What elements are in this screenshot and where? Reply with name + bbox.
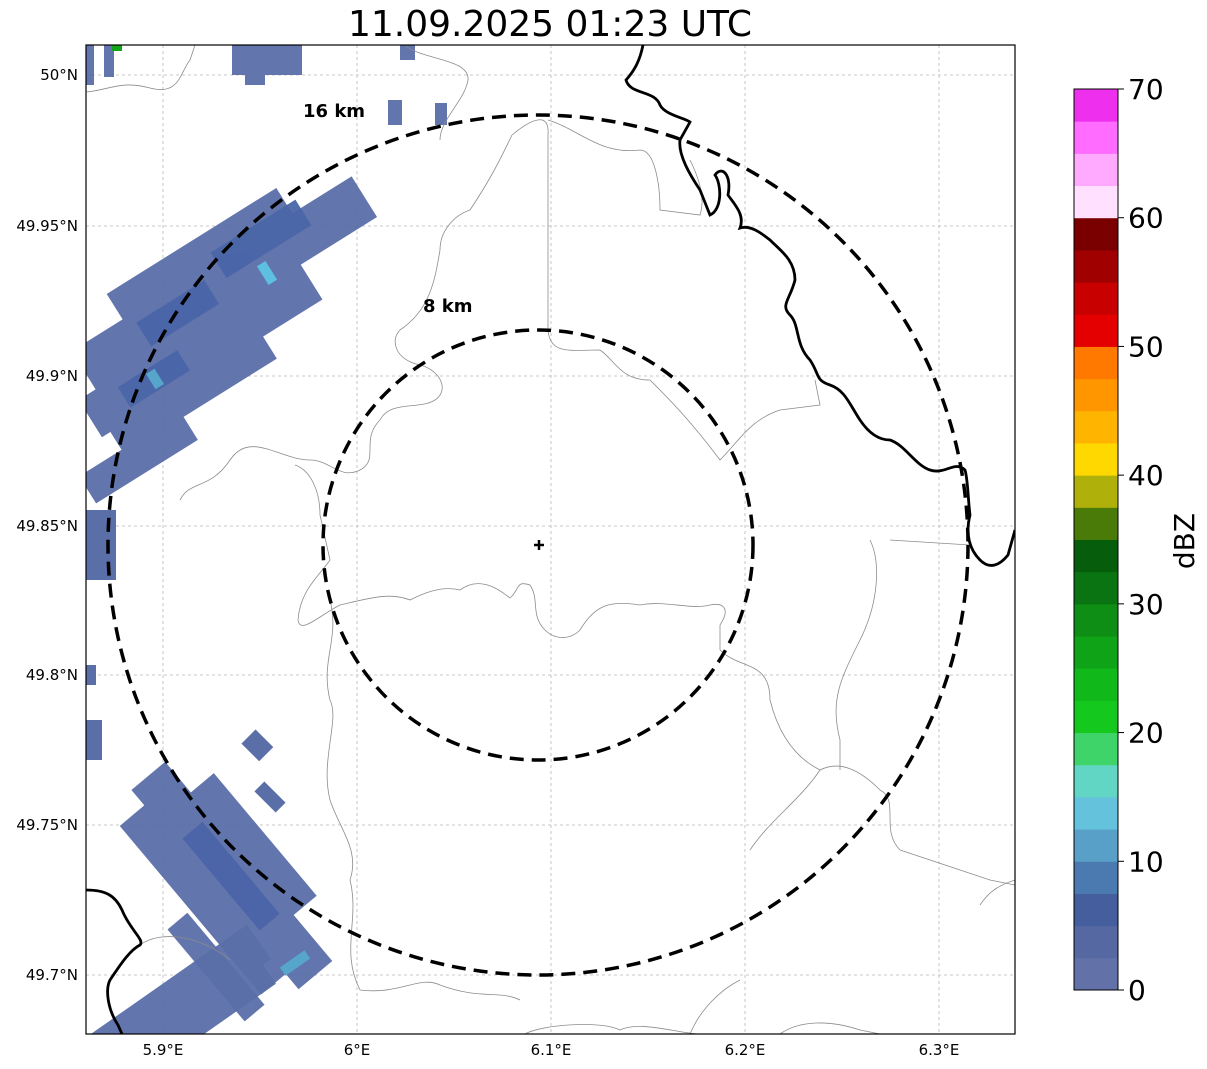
lon-tick-label: 6.3°E: [919, 1041, 960, 1059]
lat-tick-label: 49.8°N: [26, 666, 78, 684]
colorbar-bin: [1074, 925, 1118, 959]
lon-tick-label: 6.1°E: [531, 1041, 572, 1059]
colorbar-bin: [1074, 475, 1118, 508]
colorbar-tick-label: 50: [1128, 330, 1164, 363]
national-borders: [86, 45, 1015, 1034]
colorbar-bin: [1074, 603, 1118, 637]
colorbar-bin: [1074, 249, 1118, 283]
map-title: 11.09.2025 01:23 UTC: [347, 4, 753, 45]
lon-tick-label: 6°E: [344, 1041, 371, 1059]
colorbar-bin: [1074, 410, 1118, 444]
ring-label-8km: 8 km: [423, 296, 473, 317]
admin-boundaries: [86, 45, 1015, 1034]
colorbar-bin: [1074, 539, 1118, 573]
colorbar-bin: [1074, 507, 1118, 540]
colorbar-tick-label: 10: [1128, 845, 1164, 878]
colorbar-bin: [1074, 700, 1118, 734]
colorbar-bin: [1074, 668, 1118, 701]
range-ring-8km: [321, 328, 755, 762]
lat-tick-label: 49.95°N: [16, 217, 78, 235]
colorbar-bin: [1074, 185, 1118, 219]
colorbar-bin: [1074, 861, 1118, 894]
lat-tick-label: 49.75°N: [16, 816, 78, 834]
colorbar-bin: [1074, 314, 1118, 347]
ring-label-16km: 16 km: [303, 101, 365, 122]
colorbar-tick-label: 0: [1128, 974, 1146, 1007]
radar-echoes-southwest: [86, 665, 333, 1034]
range-rings: [106, 113, 970, 977]
gridlines: [86, 45, 1015, 1034]
colorbar-tick-label: 60: [1128, 202, 1164, 235]
colorbar: 0 10 20 30 40 50 60 70 dBZ: [1073, 73, 1201, 1007]
lat-axis: 50°N 49.95°N 49.9°N 49.85°N 49.8°N 49.75…: [16, 66, 78, 984]
colorbar-bin: [1074, 282, 1118, 315]
lat-tick-label: 49.85°N: [16, 517, 78, 535]
colorbar-tick-label: 20: [1128, 717, 1164, 750]
colorbar-bin: [1074, 957, 1118, 991]
plus-icon: [534, 540, 544, 550]
colorbar-bin: [1074, 829, 1118, 862]
colorbar-tick-label: 70: [1128, 73, 1164, 106]
colorbar-bin: [1074, 636, 1118, 669]
colorbar-bin: [1074, 153, 1118, 187]
range-ring-16km: [106, 113, 970, 977]
map-frame: [85, 44, 1016, 1035]
lon-tick-label: 6.2°E: [725, 1041, 766, 1059]
lon-tick-label: 5.9°E: [143, 1041, 184, 1059]
radar-echoes-northwest: [86, 45, 447, 580]
lat-tick-label: 49.9°N: [26, 367, 78, 385]
lat-tick-label: 50°N: [40, 66, 78, 84]
colorbar-bin: [1074, 121, 1118, 154]
lon-axis: 5.9°E 6°E 6.1°E 6.2°E 6.3°E: [143, 1041, 960, 1059]
colorbar-tick-label: 40: [1128, 459, 1164, 492]
colorbar-bin: [1074, 796, 1118, 830]
colorbar-bin: [1074, 442, 1118, 476]
lat-tick-label: 49.7°N: [26, 966, 78, 984]
colorbar-bin: [1074, 732, 1118, 766]
colorbar-label: dBZ: [1168, 513, 1201, 569]
colorbar-bin: [1074, 378, 1118, 412]
colorbar-bin: [1074, 346, 1118, 380]
colorbar-bin: [1074, 571, 1118, 605]
colorbar-frame: [1073, 88, 1119, 991]
colorbar-tick-label: 30: [1128, 588, 1164, 621]
colorbar-bin: [1074, 893, 1118, 927]
colorbar-bin: [1074, 89, 1118, 122]
colorbar-bin: [1074, 764, 1118, 798]
colorbar-bin: [1074, 217, 1118, 251]
